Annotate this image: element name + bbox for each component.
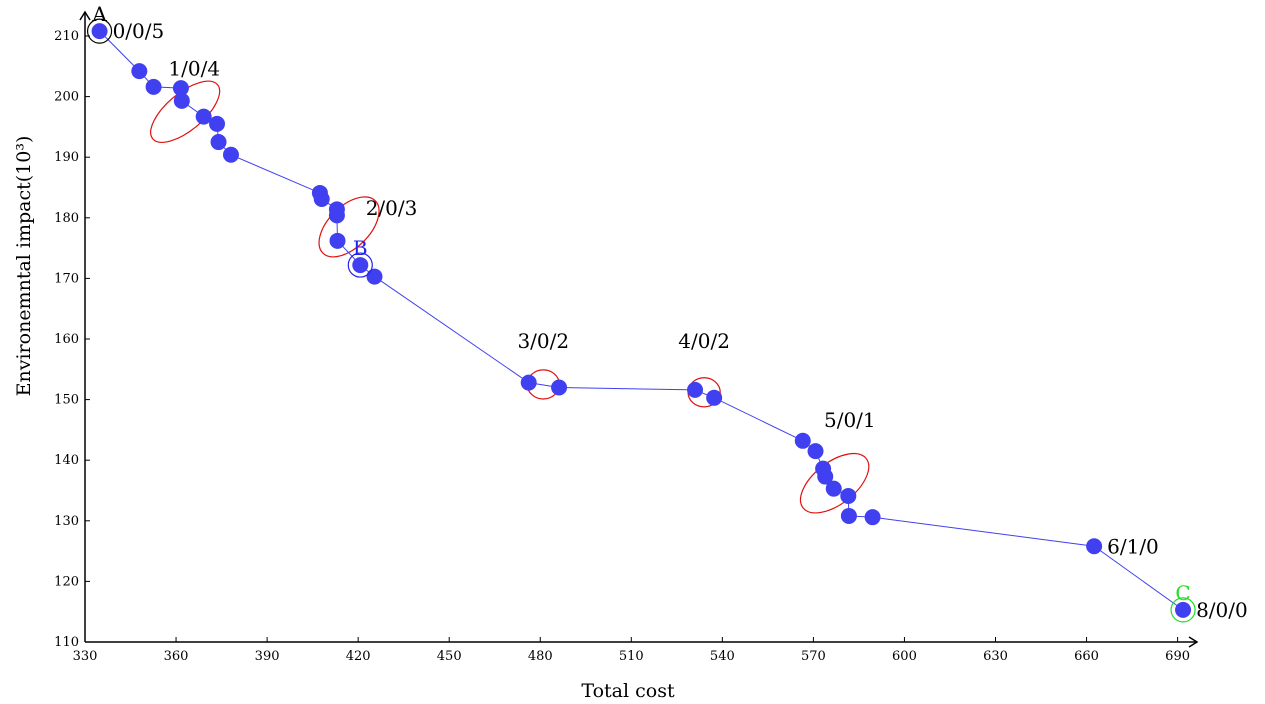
annotation-label: 6/1/0 <box>1107 534 1159 558</box>
data-point <box>520 374 537 391</box>
data-point <box>172 80 189 97</box>
data-point <box>817 468 834 485</box>
y-tick-label: 170 <box>54 271 79 286</box>
highlight-letter: B <box>353 236 368 260</box>
x-tick-label: 420 <box>346 649 371 664</box>
annotation-label: 0/0/5 <box>113 19 165 43</box>
data-point <box>864 509 881 526</box>
y-tick-label: 110 <box>54 635 79 650</box>
data-point <box>794 432 811 449</box>
cluster-ellipses <box>150 80 870 514</box>
annotation-label: 2/0/3 <box>366 196 418 220</box>
x-tick-label: 450 <box>437 649 462 664</box>
data-point <box>210 134 227 151</box>
series-line <box>99 30 1184 611</box>
x-tick-label: 690 <box>1165 649 1190 664</box>
y-tick-label: 210 <box>54 29 79 44</box>
data-point <box>366 268 383 285</box>
y-tick-label: 120 <box>54 574 79 589</box>
x-tick-label: 330 <box>73 649 98 664</box>
data-points <box>91 23 1192 618</box>
data-point <box>807 443 824 460</box>
data-point <box>195 108 212 125</box>
x-tick-label: 660 <box>1074 649 1099 664</box>
annotation-label: 1/0/4 <box>168 56 220 80</box>
highlights: A B C <box>86 2 1196 623</box>
data-point <box>209 115 226 132</box>
data-point <box>840 487 857 504</box>
data-point <box>328 207 345 224</box>
annotation-label: 5/0/1 <box>824 408 876 432</box>
data-point <box>840 507 857 524</box>
data-point <box>1086 538 1103 555</box>
highlight-circle <box>347 252 373 278</box>
highlight-letter: C <box>1175 581 1190 605</box>
highlight-circle <box>1170 597 1196 623</box>
data-point <box>131 63 148 80</box>
data-point <box>145 78 162 95</box>
y-axis-title: Environemntal impact(10³) <box>13 136 35 397</box>
annotation-label: 3/0/2 <box>517 329 569 353</box>
data-point <box>91 23 108 40</box>
data-point <box>173 92 190 109</box>
y-tick-label: 130 <box>54 514 79 529</box>
x-axis-title: Total cost <box>581 680 675 702</box>
highlight-circle <box>86 18 113 44</box>
annotation-label: 4/0/2 <box>678 329 730 353</box>
pareto-line <box>99 30 1184 611</box>
data-point <box>329 232 346 249</box>
annotations: 0/0/51/0/4 2/0/3 3/0/2 4/0/2 5/0/1 6/1/0 8/0/0 <box>113 19 1248 622</box>
data-point <box>313 191 330 208</box>
x-tick-label: 630 <box>983 649 1008 664</box>
highlight-letter: A <box>91 2 107 26</box>
y-tick-label: 160 <box>54 332 79 347</box>
data-point <box>687 381 704 398</box>
y-axis-arrow <box>79 10 91 21</box>
data-point <box>352 257 369 274</box>
x-tick-label: 540 <box>710 649 735 664</box>
annotation-label: 8/0/0 <box>1196 598 1248 622</box>
x-tick-label: 570 <box>801 649 826 664</box>
y-tick-label: 180 <box>54 211 79 226</box>
data-point <box>551 379 568 396</box>
data-point <box>825 480 842 497</box>
axes: 330 360 390 420 450 480 510 540 570 600 630 660 690 1… <box>54 10 1199 664</box>
y-tick-label: 150 <box>54 393 79 408</box>
y-tick-label: 140 <box>54 453 79 468</box>
y-tick-label: 200 <box>54 90 79 105</box>
data-point <box>706 389 723 406</box>
x-tick-label: 510 <box>619 649 644 664</box>
data-point <box>222 146 239 163</box>
x-tick-label: 600 <box>892 649 917 664</box>
data-point <box>1175 601 1192 618</box>
x-axis-arrow <box>1188 636 1199 648</box>
x-tick-label: 390 <box>255 649 280 664</box>
x-tick-label: 480 <box>528 649 553 664</box>
cluster-ellipse <box>150 80 221 143</box>
y-tick-label: 190 <box>54 150 79 165</box>
x-tick-label: 360 <box>164 649 189 664</box>
